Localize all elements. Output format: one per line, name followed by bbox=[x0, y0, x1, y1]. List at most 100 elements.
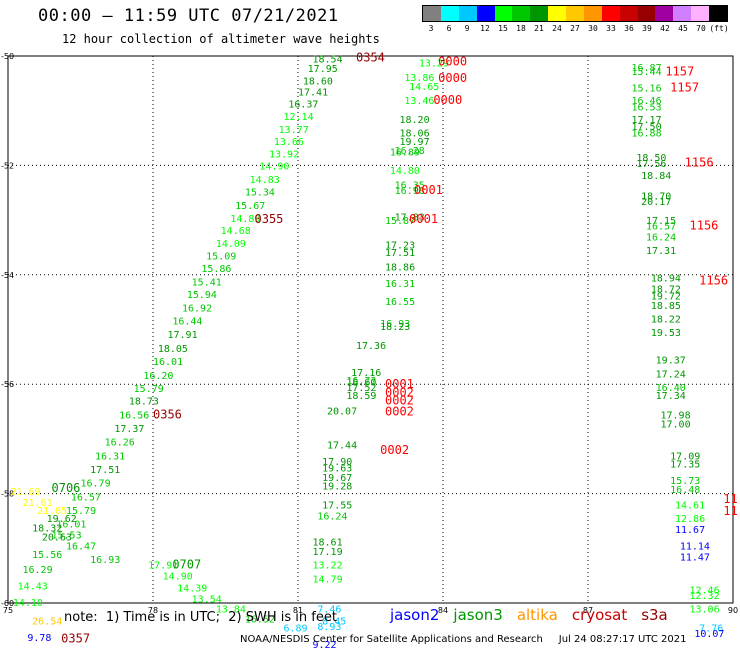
pass-time-tag: 0354 bbox=[356, 51, 385, 65]
legend-swatch bbox=[601, 6, 620, 21]
wave-height-label: 17.23 bbox=[385, 241, 415, 252]
wave-height-label: 18.60 bbox=[346, 377, 376, 388]
wave-height-label: 15.34 bbox=[245, 188, 275, 199]
wave-height-label: 8.93 bbox=[317, 622, 341, 633]
wave-height-label: 17.09 bbox=[670, 451, 700, 462]
credit-line: NOAA/NESDIS Center for Satellite Applica… bbox=[240, 634, 687, 645]
legend-swatch bbox=[530, 6, 549, 21]
legend-swatch bbox=[494, 6, 513, 21]
wave-height-label: 17.95 bbox=[308, 64, 338, 75]
wave-height-label: 17.51 bbox=[90, 465, 120, 476]
wave-height-label: 15.79 bbox=[66, 506, 96, 517]
wave-height-label: 14.83 bbox=[250, 175, 280, 186]
wave-height-label: 17.37 bbox=[114, 424, 144, 435]
lat-lon-grid bbox=[7, 55, 734, 604]
wave-height-label: 18.20 bbox=[400, 115, 430, 126]
wave-height-label: 14.43 bbox=[18, 581, 48, 592]
wave-height-label: 19.97 bbox=[400, 137, 430, 148]
wave-height-label: 18.06 bbox=[400, 129, 430, 140]
pass-time-tag: 0002 bbox=[380, 443, 409, 457]
legend-swatch bbox=[583, 6, 602, 21]
wave-height-label: 9.78 bbox=[27, 633, 51, 644]
wave-height-label: 13.06 bbox=[690, 604, 720, 615]
legend-swatch bbox=[691, 6, 709, 21]
wave-height-label: 13.84 bbox=[216, 604, 246, 615]
wave-height-label: 17.19 bbox=[313, 547, 343, 558]
wave-height-label: 18.22 bbox=[651, 315, 681, 326]
map-frame bbox=[7, 55, 734, 604]
legend-swatch bbox=[512, 6, 531, 21]
wave-height-label: 15.53 bbox=[52, 531, 82, 542]
wave-height-label: 16.56 bbox=[119, 410, 149, 421]
wave-height-label: 21.69 bbox=[10, 487, 40, 498]
wave-height-label: 17.56 bbox=[636, 159, 666, 170]
wave-height-label: 9.22 bbox=[313, 640, 337, 650]
legend-swatch bbox=[476, 6, 495, 21]
wave-height-label: 16.35 bbox=[395, 181, 425, 192]
wave-height-label: 11.14 bbox=[680, 542, 710, 553]
legend-swatch bbox=[619, 6, 638, 21]
wave-height-label: 14.68 bbox=[221, 226, 251, 237]
lon-tick-label: 90 bbox=[728, 606, 738, 615]
legend-swatch bbox=[423, 6, 441, 21]
wave-height-label: 15.67 bbox=[235, 201, 265, 212]
pass-time-tag: 0000 bbox=[438, 54, 467, 68]
pass-time-tag: 11 bbox=[723, 492, 737, 506]
legend-label: 70 bbox=[696, 24, 706, 33]
wave-height-label: 16.31 bbox=[385, 279, 415, 290]
wave-height-label: 16.79 bbox=[81, 479, 111, 490]
wave-height-label: 15.73 bbox=[670, 476, 700, 487]
wave-height-label: 16.47 bbox=[66, 542, 96, 553]
legend-swatches bbox=[422, 5, 728, 22]
wave-height-label: 16.57 bbox=[71, 492, 101, 503]
pass-time-tag: 1156 bbox=[690, 219, 719, 233]
lon-tick-label: 81 bbox=[293, 606, 303, 615]
wave-height-label: 16.52 bbox=[245, 614, 275, 625]
satellite-jason2: jason2 bbox=[390, 606, 440, 624]
lat-tick-label: -50 bbox=[1, 52, 14, 61]
color-legend: 3 6 9 12 15 18 21 24 27 30 33 36 39 42 45 70 (ft) bbox=[422, 5, 729, 34]
wave-height-label: 7.76 bbox=[699, 624, 723, 635]
pass-time-tag: 0001 bbox=[414, 183, 443, 197]
lat-tick-label: -56 bbox=[1, 380, 14, 389]
legend-swatch bbox=[548, 6, 566, 21]
wave-height-label: 12.46 bbox=[690, 585, 720, 596]
pass-time-tag: 0707 bbox=[172, 558, 201, 572]
legend-labels: 3 6 9 12 15 18 21 24 27 30 33 36 39 42 45 70 (ft) bbox=[422, 22, 729, 34]
lat-tick-label: -58 bbox=[1, 490, 14, 499]
map-title: 00:00 – 11:59 UTC 07/21/2021 bbox=[38, 6, 339, 26]
wave-height-label: 16.89 bbox=[390, 148, 420, 159]
pass-time-tag: 0357 bbox=[61, 632, 90, 646]
wave-height-label: 17.00 bbox=[661, 420, 691, 431]
wave-height-label: 18.70 bbox=[641, 191, 671, 202]
legend-label: 30 bbox=[588, 24, 598, 33]
wave-height-label: 18.85 bbox=[651, 301, 681, 312]
wave-height-label: 11.67 bbox=[675, 525, 705, 536]
wave-height-label: 14.10 bbox=[13, 598, 43, 609]
wave-height-label: 18.73 bbox=[129, 397, 159, 408]
wave-height-label: 17.52 bbox=[346, 383, 376, 394]
wave-height-label: 17.15 bbox=[646, 216, 676, 227]
wave-height-label: 21.61 bbox=[23, 498, 53, 509]
pass-time-tag: 1157 bbox=[665, 64, 694, 78]
wave-height-label: 19.63 bbox=[322, 463, 352, 474]
lon-tick-label: 84 bbox=[438, 606, 448, 615]
wave-height-label: 10.07 bbox=[694, 629, 724, 640]
pass-time-tag: 0001 bbox=[409, 212, 438, 226]
pass-time-tag: 0355 bbox=[255, 212, 284, 226]
legend-label: 24 bbox=[552, 24, 562, 33]
satellite-s3a: s3a bbox=[641, 606, 668, 624]
wave-height-label: 17.98 bbox=[661, 410, 691, 421]
wave-height-label: 18.86 bbox=[385, 263, 415, 274]
legend-label: 45 bbox=[678, 24, 688, 33]
wave-height-label: 14.65 bbox=[409, 82, 439, 93]
wave-height-label: 16.46 bbox=[632, 96, 662, 107]
wave-height-label: 16.28 bbox=[395, 146, 425, 157]
map-subtitle: 12 hour collection of altimeter wave hei… bbox=[62, 32, 380, 46]
wave-height-label: 15.79 bbox=[134, 384, 164, 395]
wave-height-label: 15.44 bbox=[632, 67, 662, 78]
wave-height-label: 18.32 bbox=[32, 524, 62, 535]
wave-height-label: 20.07 bbox=[327, 406, 357, 417]
legend-label: 36 bbox=[624, 24, 634, 33]
